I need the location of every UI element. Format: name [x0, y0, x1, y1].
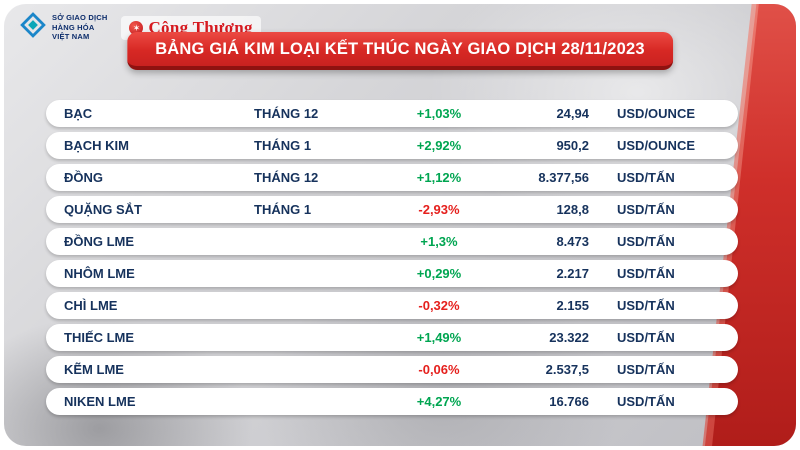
price-table: BẠC THÁNG 12 +1,03% 24,94 USD/OUNCE BẠCH… — [46, 100, 738, 415]
table-row: NHÔM LME +0,29% 2.217 USD/TẤN — [46, 260, 738, 287]
mxv-exchange-logo: SỞ GIAO DỊCH HÀNG HÓA VIỆT NAM — [20, 12, 107, 43]
contract-month: THÁNG 1 — [254, 138, 312, 153]
price-unit: USD/TẤN — [617, 362, 675, 377]
price-value: 23.322 — [549, 330, 589, 345]
change-percent: -0,06% — [418, 362, 460, 377]
price-value: 8.473 — [556, 234, 589, 249]
contract-month: THÁNG 1 — [254, 202, 312, 217]
metal-name: BẠCH KIM — [64, 138, 129, 153]
metal-name: BẠC — [64, 106, 93, 121]
metal-name: ĐỒNG LME — [64, 234, 135, 249]
metal-name: THIẾC LME — [64, 330, 135, 345]
price-unit: USD/TẤN — [617, 234, 675, 249]
price-value: 950,2 — [556, 138, 589, 153]
change-percent: -0,32% — [418, 298, 460, 313]
congthuong-wordmark: Công Thương — [148, 17, 253, 37]
metal-name: CHÌ LME — [64, 298, 118, 313]
price-value: 24,94 — [556, 106, 589, 121]
change-percent: -2,93% — [418, 202, 460, 217]
change-percent: +1,03% — [416, 106, 462, 121]
price-unit: USD/OUNCE — [617, 106, 696, 121]
contract-month: THÁNG 12 — [254, 106, 319, 121]
congthuong-emblem-icon: ✶ — [129, 20, 144, 35]
mxv-exchange-name: SỞ GIAO DỊCH HÀNG HÓA VIỆT NAM — [52, 13, 107, 42]
change-percent: +1,3% — [420, 234, 458, 249]
table-row: BẠCH KIM THÁNG 1 +2,92% 950,2 USD/OUNCE — [46, 132, 738, 159]
price-unit: USD/TẤN — [617, 330, 675, 345]
price-value: 128,8 — [556, 202, 589, 217]
exchange-name-line1: SỞ GIAO DỊCH — [52, 12, 108, 22]
price-unit: USD/TẤN — [617, 202, 675, 217]
price-unit: USD/TẤN — [617, 170, 675, 185]
infographic-card: SỞ GIAO DỊCH HÀNG HÓA VIỆT NAM ✶ Công Th… — [4, 4, 796, 446]
price-value: 16.766 — [549, 394, 589, 409]
metal-name: NIKEN LME — [64, 394, 136, 409]
table-row: ĐỒNG LME +1,3% 8.473 USD/TẤN — [46, 228, 738, 255]
metal-name: QUẶNG SẮT — [64, 202, 142, 217]
change-percent: +0,29% — [416, 266, 462, 281]
change-percent: +1,49% — [416, 330, 462, 345]
page-title: BẢNG GIÁ KIM LOẠI KẾT THÚC NGÀY GIAO DỊC… — [127, 32, 673, 70]
change-percent: +1,12% — [416, 170, 462, 185]
price-unit: USD/TẤN — [617, 298, 675, 313]
price-unit: USD/TẤN — [617, 266, 675, 281]
table-row: QUẶNG SẮT THÁNG 1 -2,93% 128,8 USD/TẤN — [46, 196, 738, 223]
change-percent: +4,27% — [416, 394, 462, 409]
metal-name: ĐỒNG — [64, 170, 103, 185]
metal-name: NHÔM LME — [64, 266, 135, 281]
table-row: THIẾC LME +1,49% 23.322 USD/TẤN — [46, 324, 738, 351]
table-row: ĐỒNG THÁNG 12 +1,12% 8.377,56 USD/TẤN — [46, 164, 738, 191]
mxv-diamond-icon — [20, 12, 46, 43]
table-row: CHÌ LME -0,32% 2.155 USD/TẤN — [46, 292, 738, 319]
price-value: 8.377,56 — [538, 170, 589, 185]
exchange-name-line2: HÀNG HÓA — [52, 22, 95, 32]
metal-name: KẼM LME — [64, 362, 124, 377]
table-row: KẼM LME -0,06% 2.537,5 USD/TẤN — [46, 356, 738, 383]
price-value: 2.155 — [556, 298, 589, 313]
table-row: BẠC THÁNG 12 +1,03% 24,94 USD/OUNCE — [46, 100, 738, 127]
price-value: 2.217 — [556, 266, 589, 281]
price-unit: USD/OUNCE — [617, 138, 696, 153]
price-unit: USD/TẤN — [617, 394, 675, 409]
price-value: 2.537,5 — [545, 362, 589, 377]
change-percent: +2,92% — [416, 138, 462, 153]
table-row: NIKEN LME +4,27% 16.766 USD/TẤN — [46, 388, 738, 415]
contract-month: THÁNG 12 — [254, 170, 319, 185]
exchange-name-line3: VIỆT NAM — [52, 32, 90, 42]
